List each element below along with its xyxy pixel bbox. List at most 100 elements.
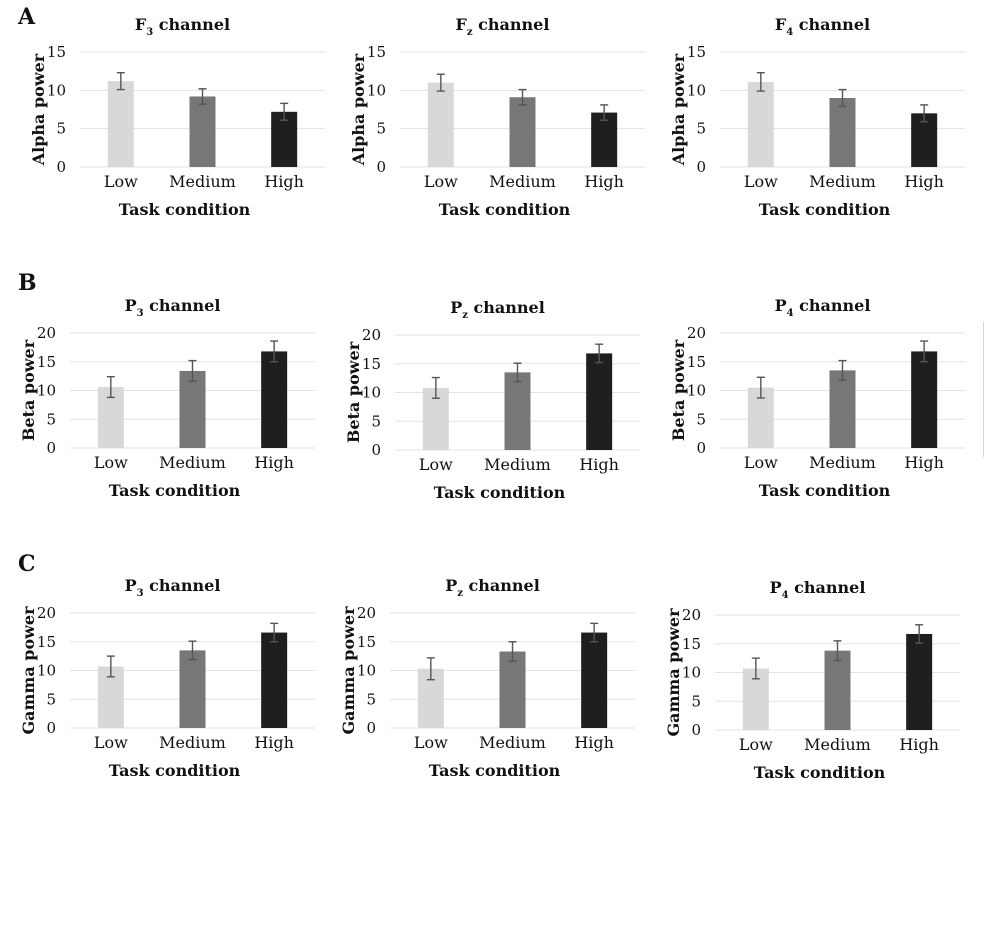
x-category-label: High — [904, 453, 944, 472]
panel-label-c: C — [18, 551, 36, 577]
y-tick-label: 20 — [37, 324, 56, 342]
y-tick-label: 0 — [691, 721, 701, 739]
error-bar — [188, 640, 197, 661]
x-category-label: Medium — [159, 453, 226, 472]
bar-high — [581, 632, 608, 728]
y-axis-label: Gamma power — [339, 606, 358, 735]
x-category-label: Low — [414, 733, 448, 752]
chart-title: F3 channel — [135, 15, 230, 38]
y-tick-label: 20 — [357, 604, 376, 622]
y-tick-label: 15 — [687, 43, 706, 61]
x-axis-label: Task condition — [439, 200, 571, 219]
y-tick-label: 5 — [56, 120, 66, 138]
error-bar — [838, 359, 847, 381]
y-tick-label: 10 — [682, 664, 701, 682]
x-axis-label: Task condition — [429, 761, 561, 780]
x-category-label: Medium — [489, 172, 556, 191]
y-tick-label: 5 — [376, 120, 386, 138]
y-tick-label: 15 — [357, 633, 376, 651]
error-bar — [188, 359, 197, 383]
error-bar — [106, 655, 115, 678]
chart-gamma-p3: P3 channel 0 5 10 15 20 Low Medium High Gamma pow… — [15, 573, 325, 783]
bar-high — [261, 632, 288, 728]
y-axis-label: Gamma power — [664, 608, 683, 737]
x-category-label: Low — [94, 733, 128, 752]
y-tick-label: 5 — [691, 692, 701, 710]
error-bar — [600, 104, 609, 121]
y-tick-label: 0 — [371, 441, 381, 459]
chart-title: Pz channel — [445, 576, 540, 599]
chart-beta-p3: P3 channel 0 5 10 15 20 Low Medium High Beta powe… — [15, 293, 325, 503]
x-category-label: Low — [424, 172, 458, 191]
y-tick-label: 20 — [682, 606, 701, 624]
y-tick-label: 5 — [696, 120, 706, 138]
y-axis-label: Alpha power — [29, 53, 48, 166]
chart-title: P3 channel — [125, 576, 221, 599]
bar-medium — [829, 370, 856, 448]
y-tick-label: 10 — [37, 382, 56, 400]
y-tick-label: 15 — [362, 355, 381, 373]
x-axis-label: Task condition — [759, 200, 891, 219]
y-tick-label: 0 — [56, 158, 66, 176]
x-category-label: Low — [739, 735, 773, 754]
y-tick-label: 20 — [37, 604, 56, 622]
error-bar — [436, 73, 445, 92]
error-bar — [513, 362, 522, 383]
y-tick-label: 0 — [696, 158, 706, 176]
chart-alpha-fz: Fz channel 0 5 10 15 Low Medium High Alpha power… — [345, 12, 655, 222]
y-tick-label: 0 — [696, 439, 706, 457]
bar-high — [261, 351, 288, 448]
error-bar — [920, 104, 929, 123]
bar-medium — [499, 651, 526, 728]
x-axis-label: Task condition — [759, 481, 891, 500]
error-bar — [595, 343, 604, 364]
chart-title: Pz channel — [450, 298, 545, 321]
y-tick-label: 0 — [366, 719, 376, 737]
error-bar — [756, 376, 765, 399]
x-axis-label: Task condition — [434, 483, 566, 502]
x-category-label: Low — [94, 453, 128, 472]
chart-svg: P3 channel 0 5 10 15 20 Low Medium High Beta powe… — [19, 296, 315, 500]
error-bar — [116, 72, 125, 91]
y-tick-label: 0 — [46, 719, 56, 737]
chart-svg: P4 channel 0 5 10 15 20 Low Medium High Beta powe… — [669, 296, 965, 500]
error-bar — [508, 641, 517, 663]
x-axis-label: Task condition — [754, 763, 886, 782]
bar-medium — [509, 97, 536, 167]
error-bar — [431, 376, 440, 399]
x-category-label: High — [579, 455, 619, 474]
y-tick-label: 10 — [357, 662, 376, 680]
chart-svg: F4 channel 0 5 10 15 Low Medium High Alpha power… — [669, 15, 965, 219]
x-category-label: Low — [419, 455, 453, 474]
y-tick-label: 5 — [696, 410, 706, 428]
x-category-label: Medium — [804, 735, 871, 754]
x-category-label: Low — [744, 453, 778, 472]
y-tick-label: 5 — [371, 412, 381, 430]
error-bar — [751, 657, 760, 680]
bar-high — [906, 633, 933, 730]
x-category-label: High — [254, 733, 294, 752]
x-category-label: Medium — [479, 733, 546, 752]
x-category-label: Low — [104, 172, 138, 191]
x-category-label: High — [899, 735, 939, 754]
y-tick-label: 20 — [687, 324, 706, 342]
y-tick-label: 10 — [47, 81, 66, 99]
error-bar — [518, 88, 527, 106]
chart-title: P4 channel — [775, 296, 871, 319]
chart-svg: F3 channel 0 5 10 15 Low Medium High Alpha power… — [29, 15, 325, 219]
x-category-label: Medium — [809, 453, 876, 472]
error-bar — [270, 622, 279, 643]
x-category-label: High — [904, 172, 944, 191]
y-axis-label: Beta power — [19, 339, 38, 441]
error-bar — [270, 340, 279, 363]
chart-beta-p4: P4 channel 0 5 10 15 20 Low Medium High Beta powe… — [665, 293, 975, 503]
error-bar — [590, 622, 599, 643]
bar-low — [107, 81, 134, 167]
panel-label-a: A — [18, 4, 36, 30]
y-tick-label: 5 — [46, 410, 56, 428]
error-bar — [915, 624, 924, 644]
chart-title: F4 channel — [775, 15, 870, 38]
y-tick-label: 10 — [687, 382, 706, 400]
x-axis-label: Task condition — [109, 761, 241, 780]
x-category-label: High — [574, 733, 614, 752]
